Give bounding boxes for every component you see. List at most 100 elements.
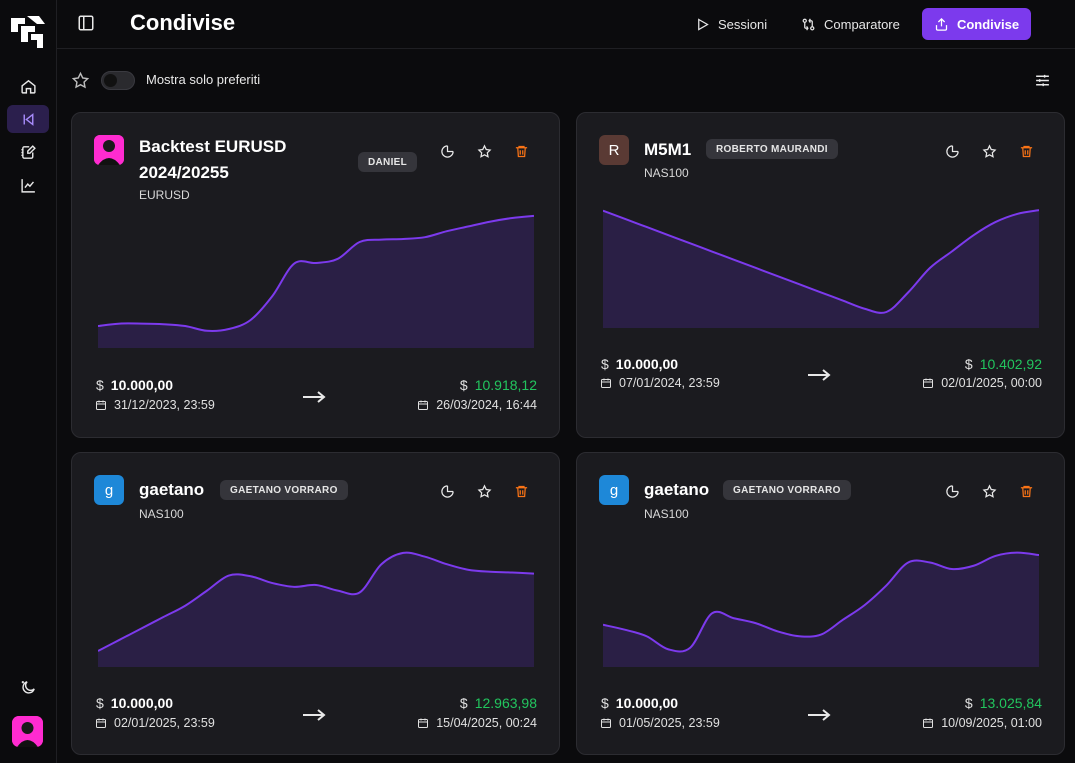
start-date: 02/01/2025, 23:59 [95, 716, 215, 730]
end-balance: $ 10.402,92 [965, 356, 1042, 372]
arrow-right-icon [808, 369, 831, 381]
calendar-icon [923, 718, 934, 728]
user-avatar[interactable] [12, 716, 43, 747]
stats-button[interactable] [944, 483, 961, 500]
backtest-card[interactable]: Backtest EURUSD 2024/20255 DANIEL EURUSD … [71, 112, 560, 438]
dollar-icon: $ [601, 356, 609, 372]
start-date: 01/05/2025, 23:59 [600, 716, 720, 730]
pie-chart-icon [441, 145, 454, 158]
start-balance-value: 10.000,00 [110, 695, 174, 711]
owner-avatar-letter: R [608, 141, 620, 159]
start-date-value: 01/05/2025, 23:59 [619, 716, 720, 730]
end-date: 02/01/2025, 00:00 [922, 376, 1042, 390]
nav-sessioni-button[interactable]: Sessioni [685, 8, 777, 40]
card-title: gaetano [644, 477, 709, 503]
star-icon [477, 484, 492, 498]
owner-badge: GAETANO VORRARO [220, 480, 348, 500]
card-title: gaetano [139, 477, 204, 503]
equity-area [603, 552, 1039, 667]
card-title: M5M1 [644, 137, 691, 163]
delete-button[interactable] [1018, 483, 1035, 500]
delete-button[interactable] [1018, 143, 1035, 160]
pie-chart-icon [946, 145, 959, 158]
sidebar-analytics[interactable] [7, 171, 49, 199]
owner-badge: DANIEL [358, 152, 418, 172]
start-balance: $ 10.000,00 [96, 377, 173, 393]
card-title-line1: Backtest EURUSD [139, 137, 287, 156]
nav-comparatore-button[interactable]: Comparatore [791, 8, 910, 40]
backtest-card[interactable]: g gaetano GAETANO VORRARO NAS100 $ 10.00… [71, 452, 560, 755]
owner-avatar-letter: g [609, 481, 619, 499]
stats-button[interactable] [439, 483, 456, 500]
start-date: 07/01/2024, 23:59 [600, 376, 720, 390]
equity-line [603, 209, 1039, 314]
favorite-button[interactable] [476, 483, 493, 500]
sidebar-toggle-icon[interactable] [77, 14, 95, 32]
start-date-value: 02/01/2025, 23:59 [114, 716, 215, 730]
favorites-only-toggle[interactable] [101, 71, 135, 90]
star-icon [982, 484, 997, 498]
start-balance-value: 10.000,00 [110, 377, 174, 393]
dollar-icon: $ [601, 695, 609, 711]
end-date-value: 02/01/2025, 00:00 [941, 376, 1042, 390]
theme-toggle[interactable] [7, 673, 49, 701]
calendar-icon [96, 400, 106, 410]
favorites-star-icon[interactable] [71, 71, 90, 90]
favorite-button[interactable] [476, 143, 493, 160]
nav-comparatore-label: Comparatore [824, 16, 900, 32]
start-balance: $ 10.000,00 [96, 695, 173, 711]
trash-icon [515, 485, 528, 498]
share-icon [935, 17, 948, 31]
arrow-right-icon [808, 709, 831, 721]
nav-condivise-label: Condivise [956, 16, 1020, 32]
delete-button[interactable] [513, 143, 530, 160]
dollar-icon: $ [96, 695, 104, 711]
user-avatar-image [12, 716, 43, 747]
favorite-button[interactable] [981, 143, 998, 160]
notebook-pen-icon [20, 144, 36, 159]
chart-icon [20, 178, 35, 193]
backtest-card[interactable]: g gaetano GAETANO VORRARO NAS100 $ 10.00… [576, 452, 1065, 755]
end-date-value: 10/09/2025, 01:00 [941, 716, 1042, 730]
sidebar-backtest[interactable] [7, 105, 49, 133]
owner-avatar: R [599, 135, 629, 165]
dollar-icon: $ [459, 695, 468, 711]
owner-badge: ROBERTO MAURANDI [706, 139, 838, 159]
end-balance-value: 10.918,12 [474, 377, 537, 393]
dollar-icon: $ [459, 377, 468, 393]
trash-icon [515, 145, 528, 158]
owner-avatar: g [599, 475, 629, 505]
equity-area [603, 210, 1039, 328]
sidebar-home[interactable] [7, 72, 49, 100]
nav-condivise-button[interactable]: Condivise [922, 8, 1031, 40]
app-logo[interactable] [9, 14, 47, 50]
calendar-icon [418, 400, 429, 410]
dollar-icon: $ [964, 695, 973, 711]
compare-icon [802, 18, 815, 30]
sidebar-journal[interactable] [7, 138, 49, 166]
card-title-line1: gaetano [644, 480, 710, 499]
filter-settings-icon[interactable] [1034, 72, 1051, 89]
card-title-line1: gaetano [139, 480, 205, 499]
skip-back-icon [23, 112, 33, 126]
start-balance-value: 10.000,00 [615, 356, 679, 372]
delete-button[interactable] [513, 483, 530, 500]
sidebar [0, 0, 57, 763]
pie-chart-icon [441, 485, 454, 498]
end-balance-value: 13.025,84 [979, 695, 1042, 711]
equity-chart [98, 551, 534, 667]
dollar-icon: $ [964, 356, 973, 372]
trash-icon [1020, 145, 1033, 158]
favorite-button[interactable] [981, 483, 998, 500]
owner-avatar: g [94, 475, 124, 505]
nav-sessioni-label: Sessioni [718, 16, 768, 32]
calendar-icon [923, 378, 934, 388]
stats-button[interactable] [944, 143, 961, 160]
card-title-line2: 2024/20255 [139, 163, 229, 182]
backtest-card[interactable]: R M5M1 ROBERTO MAURANDI NAS100 $ 10.000,… [576, 112, 1065, 438]
start-balance-value: 10.000,00 [615, 695, 679, 711]
equity-chart [603, 209, 1039, 328]
star-icon [477, 144, 492, 158]
stats-button[interactable] [439, 143, 456, 160]
calendar-icon [601, 718, 611, 728]
